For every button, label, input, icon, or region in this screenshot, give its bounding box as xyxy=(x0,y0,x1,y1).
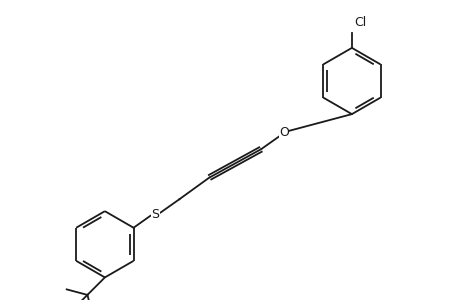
Text: S: S xyxy=(151,208,159,221)
Text: O: O xyxy=(279,127,289,140)
Text: Cl: Cl xyxy=(353,16,366,29)
